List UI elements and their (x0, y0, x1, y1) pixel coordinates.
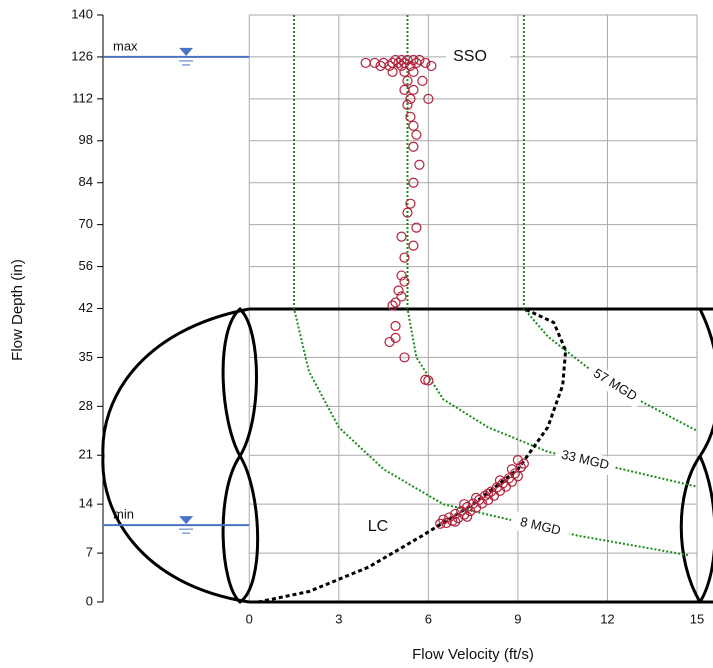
point (408, 120, 419, 131)
point (414, 54, 425, 66)
point (408, 66, 419, 78)
point (506, 464, 518, 475)
point (405, 93, 416, 104)
pipe-end-outer (101, 307, 250, 604)
y-tick-label: 35 (79, 349, 93, 364)
point (459, 499, 470, 510)
point (426, 60, 437, 72)
point (393, 57, 404, 69)
y-tick-label: 140 (71, 6, 93, 21)
point (408, 54, 419, 66)
point (462, 511, 473, 522)
point (512, 471, 524, 482)
y-tick-label: 98 (79, 132, 93, 147)
point (405, 111, 416, 122)
y-tick-label: 42 (79, 300, 93, 315)
point (405, 60, 416, 72)
point (390, 332, 401, 343)
series-label: LC (368, 518, 388, 535)
point (390, 297, 401, 308)
point (405, 198, 416, 209)
x-tick-label: 9 (514, 611, 521, 626)
iso-flow-line (293, 15, 689, 557)
y-tick-label: 21 (79, 447, 93, 462)
point (518, 458, 529, 469)
point (420, 374, 431, 385)
point (387, 300, 398, 311)
point (417, 75, 428, 86)
y-tick-label: 7 (86, 545, 93, 560)
point (512, 455, 524, 466)
y-tick-label: 0 (86, 593, 93, 608)
point (360, 57, 371, 69)
point (411, 222, 422, 233)
point (471, 492, 482, 503)
y-tick-label: 14 (79, 496, 93, 511)
series-label: SSO (453, 48, 487, 65)
label-bg (584, 361, 646, 409)
point (408, 177, 419, 188)
y-tick-label: 28 (79, 398, 93, 413)
point (384, 60, 395, 72)
point (411, 129, 422, 140)
point (402, 54, 413, 66)
point (399, 276, 410, 287)
pipe-curve (257, 307, 568, 604)
x-tick-label: 15 (690, 611, 704, 626)
label-bg (553, 444, 617, 477)
point (408, 240, 419, 251)
point (396, 270, 407, 281)
point (408, 84, 419, 95)
point (423, 93, 434, 104)
y-tick-label: 56 (79, 258, 93, 273)
point (408, 141, 419, 152)
x-tick-label: 0 (246, 611, 253, 626)
pipe-end-inner (221, 306, 260, 604)
iso-flow-line (522, 15, 698, 432)
x-tick-label: 12 (600, 611, 614, 626)
point (482, 488, 494, 499)
point (494, 475, 506, 486)
point (396, 231, 407, 242)
label-bg (509, 511, 572, 543)
point (399, 252, 410, 263)
level-marker (179, 516, 194, 525)
y-tick-label: 84 (79, 174, 93, 189)
y-tick-label: 70 (79, 216, 93, 231)
point (390, 54, 401, 66)
point (450, 516, 461, 527)
pipe-end-right2 (698, 455, 713, 603)
point (402, 75, 413, 86)
point (420, 57, 431, 69)
point (399, 352, 410, 363)
x-tick-label: 6 (425, 611, 432, 626)
y-tick-label: 126 (71, 48, 93, 63)
point (396, 54, 407, 66)
point (399, 84, 410, 95)
point (390, 320, 401, 332)
label-bg (446, 45, 510, 69)
level-label: min (113, 507, 134, 522)
point (402, 99, 413, 110)
point (414, 159, 425, 170)
x-axis-label: Flow Velocity (ft/s) (412, 646, 534, 663)
y-tick-label: 112 (72, 90, 93, 105)
pipe (101, 306, 713, 604)
point (396, 291, 407, 302)
point (402, 207, 413, 218)
iso-flow-line (406, 15, 698, 488)
y-axis-label: Flow Depth (in) (9, 259, 26, 361)
x-tick-label: 3 (335, 611, 342, 626)
level-marker (179, 47, 194, 56)
point (387, 66, 398, 78)
level-label: max (113, 38, 138, 53)
point (393, 285, 404, 296)
